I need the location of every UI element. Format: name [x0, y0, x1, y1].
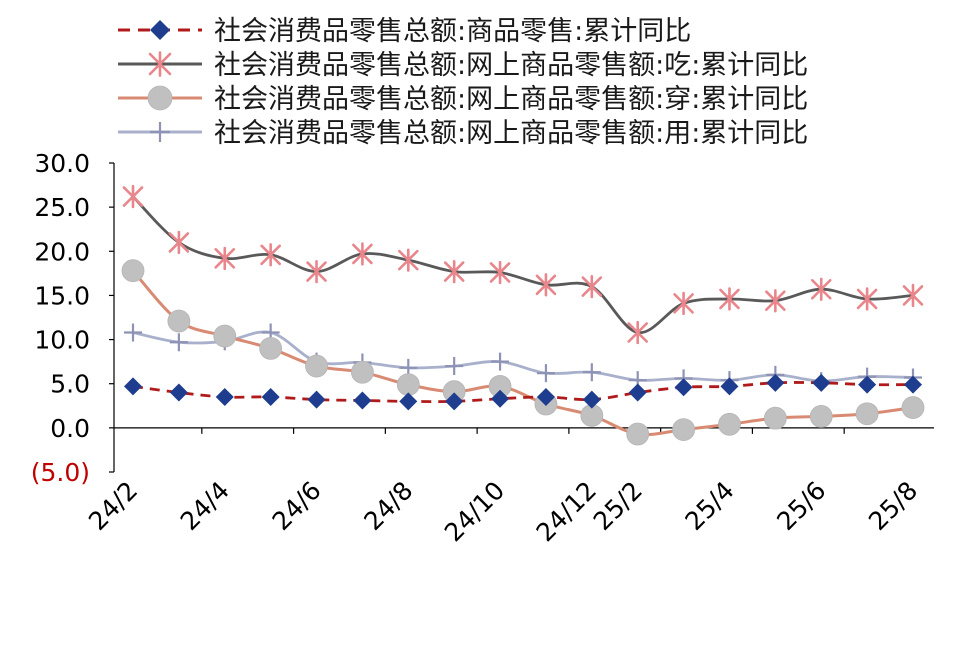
data-point — [809, 404, 833, 428]
data-point — [121, 259, 145, 283]
data-point — [719, 287, 740, 311]
data-point — [305, 354, 328, 378]
y-tick-label: 30.0 — [34, 149, 90, 178]
legend-label: 社会消费品零售总额:网上商品零售额:用:累计同比 — [214, 118, 808, 149]
data-point — [581, 274, 603, 299]
data-point — [673, 291, 694, 316]
x-tick-label: 24/10 — [439, 476, 510, 547]
y-tick-label: 5.0 — [50, 370, 90, 399]
data-point — [810, 277, 832, 301]
data-point — [168, 230, 190, 255]
legend-item-1: 社会消费品零售总额:商品零售:累计同比 — [118, 16, 691, 47]
data-point — [626, 422, 650, 446]
data-point — [169, 383, 188, 402]
data-point — [124, 323, 142, 342]
x-tick-label: 25/6 — [771, 476, 831, 536]
legend-label: 社会消费品零售总额:网上商品零售额:穿:累计同比 — [214, 84, 808, 115]
data-point — [674, 378, 693, 397]
x-tick-label: 24/4 — [175, 476, 235, 536]
legend-label: 社会消费品零售总额:网上商品零售额:吃:累计同比 — [214, 50, 808, 81]
data-point — [904, 375, 922, 394]
data-point — [396, 373, 420, 396]
x-tick-label: 25/4 — [680, 476, 740, 536]
data-point — [856, 287, 878, 311]
series-3 — [121, 259, 925, 446]
data-point — [259, 336, 283, 360]
data-point — [445, 392, 464, 411]
data-point — [353, 391, 372, 410]
data-point — [351, 360, 374, 384]
data-point — [443, 259, 465, 284]
data-point — [352, 242, 373, 266]
series-line — [132, 330, 914, 383]
x-tick-label: 24/2 — [83, 476, 143, 536]
series-1 — [124, 373, 922, 411]
data-point — [124, 377, 142, 396]
series-line — [132, 195, 914, 334]
y-tick-label: 20.0 — [34, 237, 90, 266]
data-point — [399, 392, 418, 411]
data-point — [582, 363, 601, 382]
series-line — [132, 381, 914, 404]
data-point — [858, 375, 877, 394]
data-point — [150, 122, 170, 142]
data-point — [535, 273, 557, 297]
legend-label: 社会消费品零售总额:商品零售:累计同比 — [214, 16, 691, 47]
data-point — [536, 364, 555, 383]
data-point — [718, 412, 741, 436]
series-4 — [124, 323, 922, 391]
legend: 社会消费品零售总额:商品零售:累计同比社会消费品零售总额:网上商品零售额:吃:累… — [118, 16, 808, 149]
data-point — [122, 184, 144, 209]
data-point — [261, 387, 280, 406]
y-tick-label: (5.0) — [31, 458, 90, 487]
x-tick-label: 24/8 — [358, 476, 418, 536]
data-point — [169, 333, 188, 352]
data-point — [491, 352, 510, 371]
series-layer — [121, 184, 925, 446]
data-point — [672, 418, 695, 442]
data-point — [765, 289, 786, 313]
data-point — [536, 387, 555, 406]
data-point — [445, 357, 464, 376]
data-point — [491, 389, 510, 408]
data-point — [214, 246, 236, 270]
data-point — [582, 390, 601, 409]
data-point — [628, 383, 647, 402]
data-point — [489, 260, 511, 285]
legend-item-2: 社会消费品零售总额:网上商品零售额:吃:累计同比 — [118, 50, 808, 81]
series-2 — [122, 184, 924, 345]
x-tick-label: 24/6 — [267, 476, 327, 536]
data-point — [901, 396, 925, 419]
data-point — [306, 259, 327, 284]
data-point — [763, 406, 787, 430]
y-tick-label: 15.0 — [34, 281, 90, 310]
y-tick-label: 25.0 — [34, 193, 90, 222]
data-point — [812, 373, 831, 392]
data-point — [855, 402, 879, 426]
data-point — [150, 20, 170, 40]
data-point — [902, 283, 924, 308]
legend-item-3: 社会消费品零售总额:网上商品零售额:穿:累计同比 — [118, 84, 808, 115]
data-point — [215, 387, 234, 406]
data-point — [397, 248, 419, 272]
y-tick-label: 0.0 — [50, 414, 90, 443]
data-point — [260, 243, 281, 267]
legend-item-4: 社会消费品零售总额:网上商品零售额:用:累计同比 — [118, 118, 808, 149]
data-point — [167, 309, 191, 333]
data-point — [147, 85, 173, 111]
axes: (5.0) 0.0 5.0 10.0 15.0 20.0 25.0 30.0 24/2 24/4 2… — [31, 149, 934, 547]
y-tick-label: 10.0 — [34, 326, 90, 355]
data-point — [148, 51, 172, 77]
x-tick-label: 25/2 — [588, 476, 648, 536]
data-point — [627, 320, 649, 345]
data-point — [307, 390, 326, 409]
data-point — [213, 324, 237, 348]
x-tick-label: 25/8 — [863, 476, 923, 536]
data-point — [766, 373, 785, 392]
data-point — [720, 377, 739, 396]
